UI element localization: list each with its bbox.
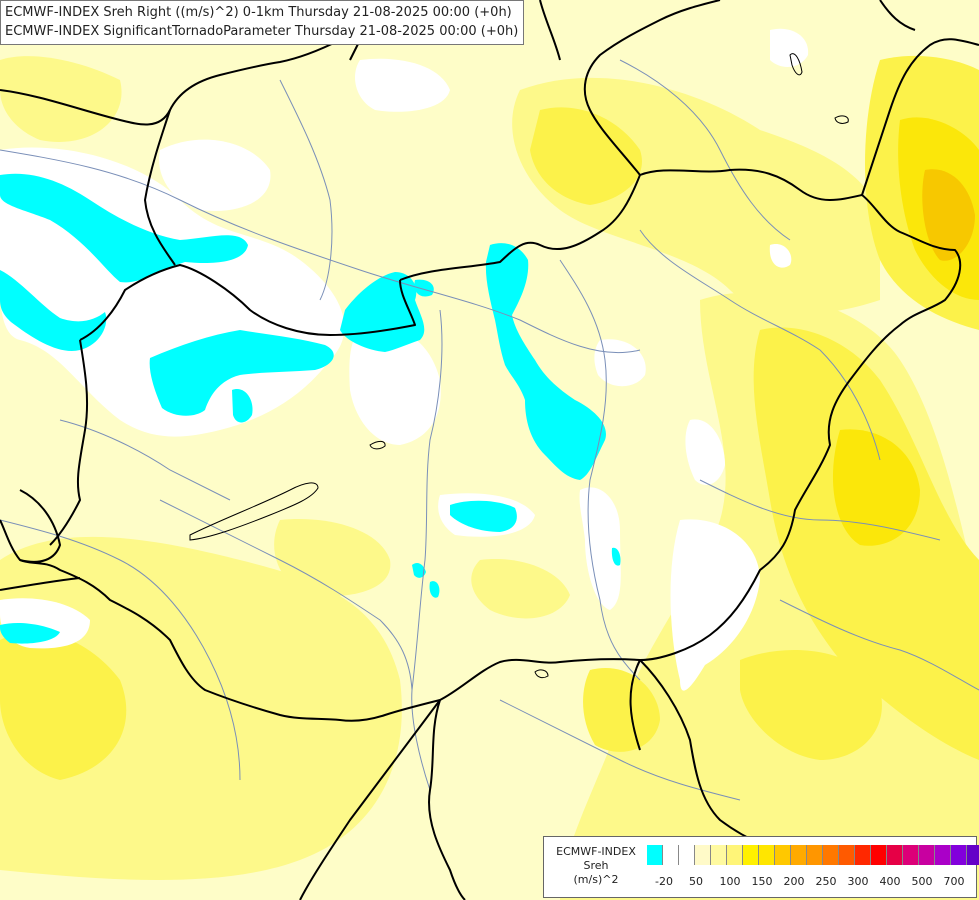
color-legend: ECMWF-INDEX Sreh (m/s)^2 -20 50 100 150 200 2… (543, 836, 979, 898)
map-title-box: ECMWF-INDEX Sreh Right ((m/s)^2) 0-1km T… (0, 0, 525, 45)
legend-swatch (727, 845, 743, 865)
legend-label: 700 (943, 875, 965, 888)
legend-label: 100 (719, 875, 741, 888)
legend-swatch (887, 845, 903, 865)
legend-labels: -20 50 100 150 200 250 300 400 500 700 (644, 875, 974, 889)
legend-label: 300 (847, 875, 869, 888)
legend-label: 150 (751, 875, 773, 888)
legend-title-line3: (m/s)^2 (573, 873, 619, 886)
legend-swatch (743, 845, 759, 865)
legend-label: 400 (879, 875, 901, 888)
legend-swatch (871, 845, 887, 865)
lakes (189, 53, 849, 679)
legend-swatch (855, 845, 871, 865)
title-line-sreh: ECMWF-INDEX Sreh Right ((m/s)^2) 0-1km T… (5, 5, 512, 20)
legend-label: 250 (815, 875, 837, 888)
legend-swatch (647, 845, 663, 865)
legend-swatch (679, 845, 695, 865)
legend-swatch (823, 845, 839, 865)
legend-swatch (807, 845, 823, 865)
legend-swatch (967, 845, 979, 865)
legend-swatch (663, 845, 679, 865)
legend-label: -20 (655, 875, 673, 888)
legend-label: 500 (911, 875, 933, 888)
legend-swatch (775, 845, 791, 865)
sreh-field-orange (922, 169, 975, 261)
legend-swatch (935, 845, 951, 865)
legend-swatch (839, 845, 855, 865)
legend-swatch (791, 845, 807, 865)
legend-swatch (903, 845, 919, 865)
legend-title-line2: Sreh (583, 859, 609, 872)
legend-label: 50 (689, 875, 703, 888)
legend-swatches (647, 845, 979, 865)
legend-swatch (951, 845, 967, 865)
sreh-field-cyan (0, 173, 621, 644)
rivers (0, 59, 979, 801)
legend-title-line1: ECMWF-INDEX (556, 845, 636, 858)
legend-swatch (711, 845, 727, 865)
title-line-stp: ECMWF-INDEX SignificantTornadoParameter … (5, 24, 519, 39)
legend-title: ECMWF-INDEX Sreh (m/s)^2 (548, 845, 644, 887)
legend-swatch (759, 845, 775, 865)
legend-swatch (695, 845, 711, 865)
legend-label: 200 (783, 875, 805, 888)
legend-swatch (919, 845, 935, 865)
